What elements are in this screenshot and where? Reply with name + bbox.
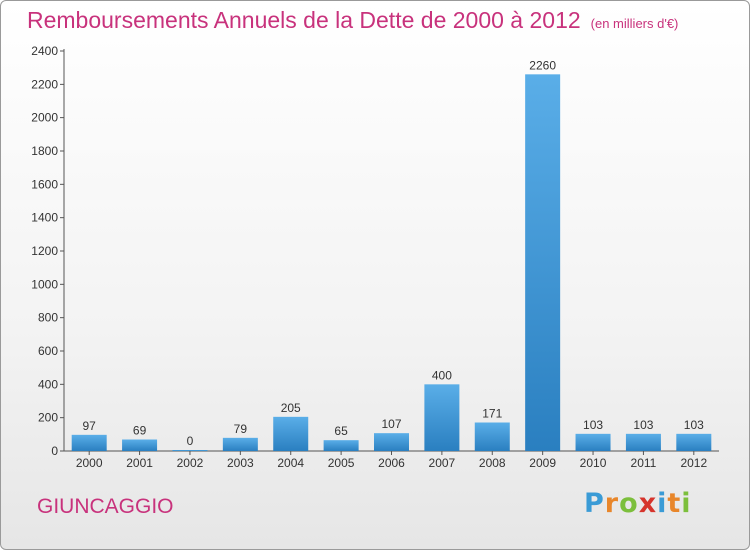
axes: 0 200 400 600 800 1000 1200 1400 1600 1800 2000 220… (31, 44, 719, 470)
data-label: 69 (133, 424, 147, 438)
bars (71, 74, 712, 451)
logo-letter: P (584, 488, 605, 519)
data-label: 0 (187, 434, 194, 448)
y-tick-label: 1000 (31, 277, 58, 291)
bar (172, 450, 208, 451)
bar (474, 422, 510, 451)
y-tick-label: 2200 (31, 77, 58, 91)
bar (374, 433, 409, 451)
x-tick-label: 2009 (529, 456, 556, 470)
bar (676, 433, 712, 451)
x-tick-label: 2002 (177, 456, 204, 470)
chart-title: Remboursements Annuels de la Dette de 20… (27, 7, 678, 34)
y-tick-label: 1600 (31, 177, 58, 191)
chart-unit-label: (en milliers d'€) (590, 16, 679, 31)
y-tick-label: 400 (38, 377, 58, 391)
x-tick-label: 2000 (76, 456, 103, 470)
x-tick-label: 2011 (631, 456, 657, 470)
bar (525, 74, 561, 451)
logo-letter: i (657, 488, 668, 519)
x-tick-label: 2007 (429, 456, 456, 470)
x-tick-label: 2003 (227, 456, 254, 470)
y-tick-label: 1800 (31, 144, 58, 158)
chart-title-text: Remboursements Annuels de la Dette de 20… (27, 7, 581, 33)
y-tick-label: 0 (51, 444, 58, 458)
x-tick-label: 2004 (277, 456, 304, 470)
y-tick-label: 800 (38, 311, 58, 325)
data-label: 107 (381, 417, 401, 431)
logo-letter: t (667, 488, 682, 519)
logo-letter: x (638, 488, 658, 519)
data-label: 97 (83, 419, 97, 433)
bar (575, 433, 611, 451)
data-label: 103 (684, 418, 704, 432)
y-tick-label: 1200 (31, 244, 58, 258)
x-tick-label: 2001 (126, 456, 153, 470)
y-tick-label: 2000 (31, 111, 58, 125)
data-labels: 97 69 0 79 205 65 107 400 171 2260 103 103 103 (83, 58, 705, 448)
y-tick-label: 2400 (31, 44, 58, 58)
x-tick-label: 2005 (328, 456, 355, 470)
bar (625, 433, 661, 451)
data-label: 400 (432, 368, 452, 382)
data-label: 103 (583, 418, 603, 432)
data-label: 65 (334, 424, 348, 438)
bar (273, 416, 309, 451)
bar (323, 440, 359, 451)
y-tick-label: 1400 (31, 211, 58, 225)
y-tick-label: 600 (38, 344, 58, 358)
data-label: 205 (281, 401, 301, 415)
logo-letter: o (619, 488, 639, 519)
bar (71, 434, 107, 451)
x-tick-label: 2006 (378, 456, 405, 470)
data-label: 171 (482, 407, 502, 421)
x-tick-label: 2010 (580, 456, 607, 470)
logo-letter: r (604, 488, 620, 519)
data-label: 79 (234, 422, 248, 436)
x-tick-label: 2008 (479, 456, 506, 470)
proxiti-logo: Proxiti (584, 488, 692, 519)
data-label: 2260 (529, 58, 556, 72)
bar (424, 384, 460, 451)
data-label: 103 (633, 418, 653, 432)
bar (122, 439, 158, 451)
bar (222, 437, 258, 451)
logo-letter: i (681, 488, 692, 519)
x-tick-label: 2012 (680, 456, 707, 470)
y-tick-label: 200 (38, 411, 58, 425)
commune-name: GIUNCAGGIO (37, 495, 174, 518)
